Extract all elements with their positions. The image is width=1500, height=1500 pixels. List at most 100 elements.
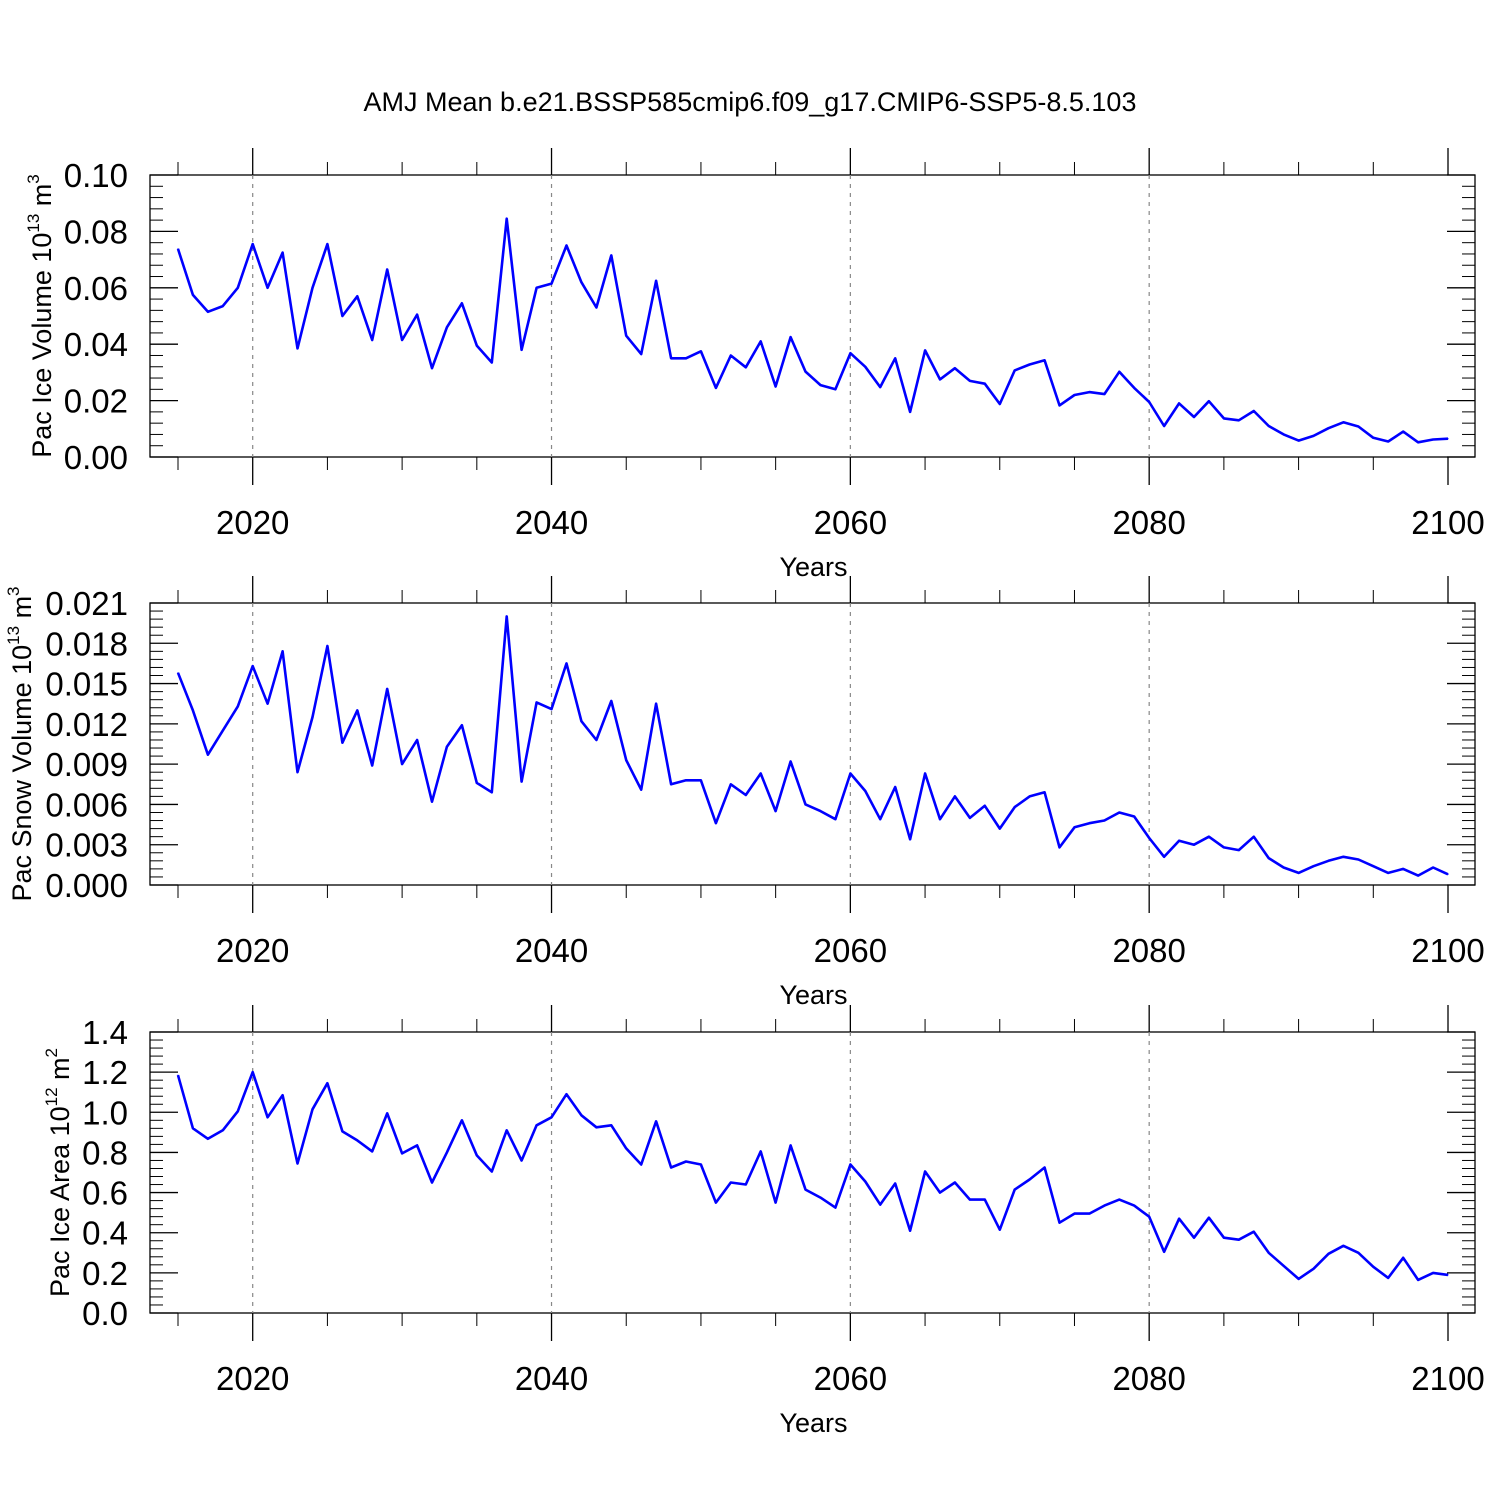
data-point	[924, 1170, 926, 1173]
data-point	[595, 306, 598, 309]
data-point	[237, 1110, 239, 1112]
data-point	[1133, 815, 1135, 818]
x-tick-label: 2060	[814, 504, 887, 541]
x-tick-label: 2100	[1411, 932, 1484, 969]
plot-frame	[149, 602, 1476, 886]
y-tick-label: 0.6	[82, 1175, 128, 1212]
data-point	[1432, 438, 1434, 441]
y-axis: 0.00.20.40.6 0.81.01.21.4	[82, 1014, 1475, 1332]
data-point	[655, 280, 657, 282]
data-point	[416, 1144, 418, 1146]
data-point	[864, 366, 866, 368]
data-point	[207, 754, 209, 756]
x-axis-label: Years	[779, 552, 847, 582]
data-point	[267, 287, 269, 289]
data-point	[1163, 856, 1165, 858]
y-tick-label: 1.2	[82, 1054, 128, 1091]
data-point	[760, 340, 762, 342]
data-point	[1268, 425, 1270, 427]
data-point	[879, 386, 881, 388]
data-point	[580, 1114, 583, 1116]
data-point	[849, 352, 852, 354]
data-point	[1223, 1237, 1225, 1239]
x-axis: 2020 2040 2060 2080 2100	[177, 576, 1485, 969]
data-point	[341, 1130, 343, 1132]
data-point	[207, 311, 209, 313]
y-tick-label: 1.4	[82, 1014, 128, 1051]
data-point	[640, 353, 642, 355]
data-point	[476, 782, 478, 784]
data-point	[1029, 363, 1031, 366]
data-point	[1298, 1278, 1300, 1280]
data-point	[446, 326, 448, 328]
data-point	[1073, 1213, 1076, 1215]
data-point	[1073, 826, 1076, 828]
data-point	[1163, 425, 1165, 427]
data-point	[1178, 402, 1180, 404]
data-point	[745, 366, 747, 368]
data-point	[864, 790, 866, 792]
x-tick-label: 2080	[1112, 504, 1185, 541]
y-tick-label: 0.009	[45, 746, 128, 783]
data-point	[625, 335, 627, 337]
data-point	[1238, 1239, 1240, 1241]
data-point	[1298, 440, 1300, 442]
data-point	[670, 783, 672, 785]
data-point	[1118, 371, 1120, 373]
data-point	[969, 817, 971, 819]
data-point	[790, 760, 792, 763]
data-point	[1253, 836, 1255, 838]
data-point	[1163, 1251, 1165, 1253]
data-point	[1268, 857, 1270, 859]
data-point	[999, 828, 1001, 830]
data-point	[1073, 394, 1076, 396]
data-point	[550, 1116, 553, 1118]
data-point	[536, 287, 538, 289]
x-axis-label: Years	[779, 980, 847, 1010]
data-point	[1402, 431, 1404, 433]
data-point	[341, 315, 343, 317]
x-tick-label: 2020	[216, 504, 289, 541]
data-point	[834, 388, 837, 390]
data-point	[954, 795, 956, 798]
data-point	[1372, 865, 1374, 867]
data-point	[909, 1230, 911, 1232]
data-point	[431, 801, 433, 803]
data-point	[237, 705, 239, 708]
data-point	[715, 387, 717, 389]
data-point	[760, 772, 762, 775]
data-point	[984, 805, 986, 807]
data-point	[625, 1147, 627, 1149]
x-tick-label: 2060	[814, 1360, 887, 1397]
data-point	[1312, 1268, 1315, 1270]
data-point	[177, 1074, 179, 1076]
data-point	[700, 779, 702, 781]
data-point	[296, 347, 299, 349]
data-point	[685, 1160, 687, 1163]
y-tick-label: 0.4	[82, 1215, 128, 1252]
data-point	[730, 783, 732, 785]
data-point	[1044, 791, 1046, 793]
data-point	[416, 314, 418, 316]
data-point	[1223, 846, 1225, 849]
data-point	[685, 357, 687, 359]
x-tick-label: 2080	[1112, 932, 1185, 969]
x-tick-label: 2020	[216, 1360, 289, 1397]
y-tick-label: 0.2	[82, 1255, 128, 1292]
data-point	[192, 294, 194, 296]
data-point	[640, 1163, 642, 1166]
data-point	[1103, 393, 1105, 395]
data-point	[834, 1207, 837, 1209]
data-point	[1029, 1178, 1031, 1181]
data-point	[894, 786, 896, 788]
data-point	[715, 1202, 717, 1204]
chart-title: AMJ Mean b.e21.BSSP585cmip6.f09_g17.CMIP…	[364, 87, 1137, 117]
data-point	[1312, 865, 1315, 867]
data-point	[461, 1119, 463, 1121]
data-point	[909, 411, 911, 413]
data-point	[984, 1199, 986, 1201]
data-point	[1208, 1217, 1210, 1219]
data-point	[1417, 1279, 1419, 1281]
data-point	[252, 1071, 254, 1073]
data-point	[1208, 836, 1210, 838]
